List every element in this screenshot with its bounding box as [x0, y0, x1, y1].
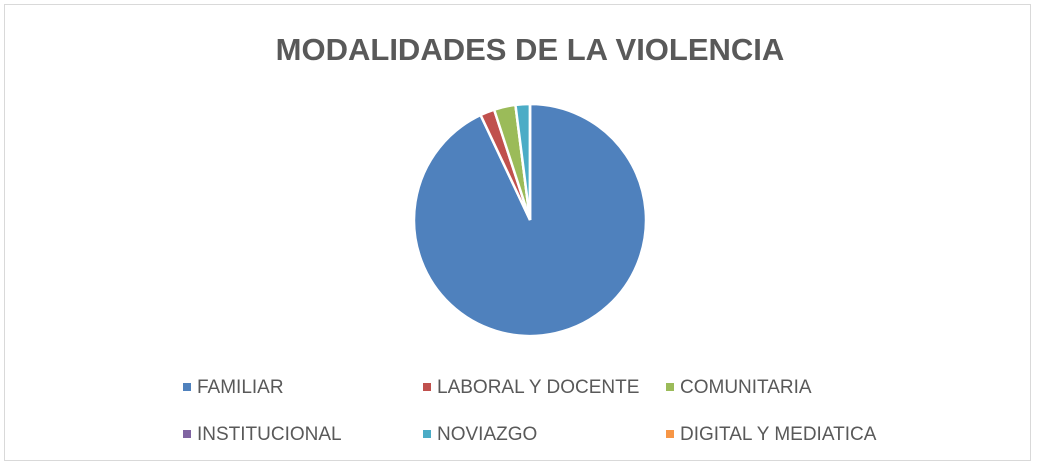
legend-label: LABORAL Y DOCENTE	[437, 377, 639, 398]
legend-label: NOVIAZGO	[437, 424, 537, 445]
legend-label: INSTITUCIONAL	[197, 424, 342, 445]
legend-swatch	[183, 383, 191, 391]
legend-swatch	[423, 430, 431, 438]
legend-label: COMUNITARIA	[680, 377, 812, 398]
legend-swatch	[423, 383, 431, 391]
chart-title: MODALIDADES DE LA VIOLENCIA	[276, 32, 785, 67]
legend-swatch	[183, 430, 191, 438]
legend-swatch	[666, 430, 674, 438]
legend-label: DIGITAL Y MEDIATICA	[680, 424, 877, 445]
legend-label: FAMILIAR	[197, 377, 284, 398]
legend-swatch	[666, 383, 674, 391]
